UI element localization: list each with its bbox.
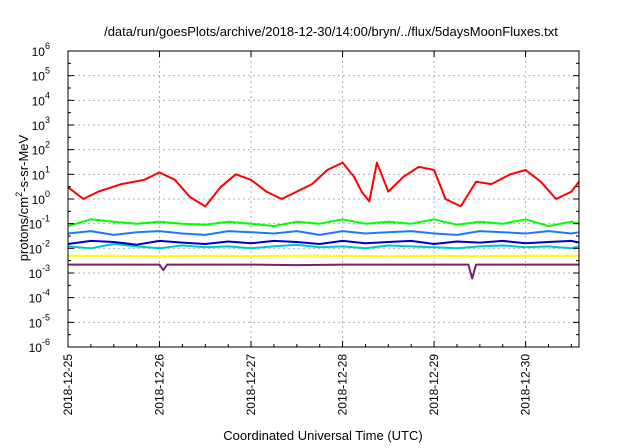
y-tick-label: 10-2 <box>29 238 50 256</box>
series-line-5 <box>67 230 580 236</box>
chart-title: /data/run/goesPlots/archive/2018-12-30/1… <box>104 24 558 39</box>
y-tick-label: 10-4 <box>29 288 50 306</box>
x-tick-label: 2018-12-26 <box>153 354 167 416</box>
series-line-2 <box>67 218 580 228</box>
x-tick-label: 2018-12-27 <box>244 354 258 416</box>
x-tick-label: 2018-12-29 <box>427 354 441 416</box>
y-tick-label: 101 <box>32 164 50 182</box>
series-line-3 <box>67 243 580 250</box>
series-group <box>67 161 580 280</box>
x-tick-label: 2018-12-28 <box>336 354 350 416</box>
x-ticks: 2018-12-25 2018-12-26 2018-12-27 2018-12-28… <box>61 51 572 416</box>
y-ticks: 10-6 10-5 10-4 10-3 10-2 10-1 100 101 102 103 104 1… <box>29 41 579 355</box>
y-tick-label: 10-1 <box>29 214 50 232</box>
x-axis-label: Coordinated Universal Time (UTC) <box>223 428 422 443</box>
series-line-1 <box>67 161 580 208</box>
y-axis-label: protons/cm2-s-sr-MeV <box>14 134 31 261</box>
y-tick-label: 104 <box>32 90 50 108</box>
y-tick-label: 105 <box>32 66 50 84</box>
series-line-7 <box>68 263 579 280</box>
series-line-4 <box>67 239 580 246</box>
y-tick-label: 102 <box>32 140 50 158</box>
y-tick-label: 100 <box>32 189 50 207</box>
grid <box>68 51 579 347</box>
y-tick-label: 103 <box>32 115 50 133</box>
y-tick-label: 10-3 <box>29 263 50 281</box>
x-tick-label: 2018-12-30 <box>519 354 533 416</box>
y-tick-label: 10-6 <box>29 337 50 355</box>
plot-frame <box>67 50 580 348</box>
y-tick-label: 106 <box>32 41 50 59</box>
x-tick-label: 2018-12-25 <box>61 354 75 416</box>
y-tick-label: 10-5 <box>29 312 50 330</box>
